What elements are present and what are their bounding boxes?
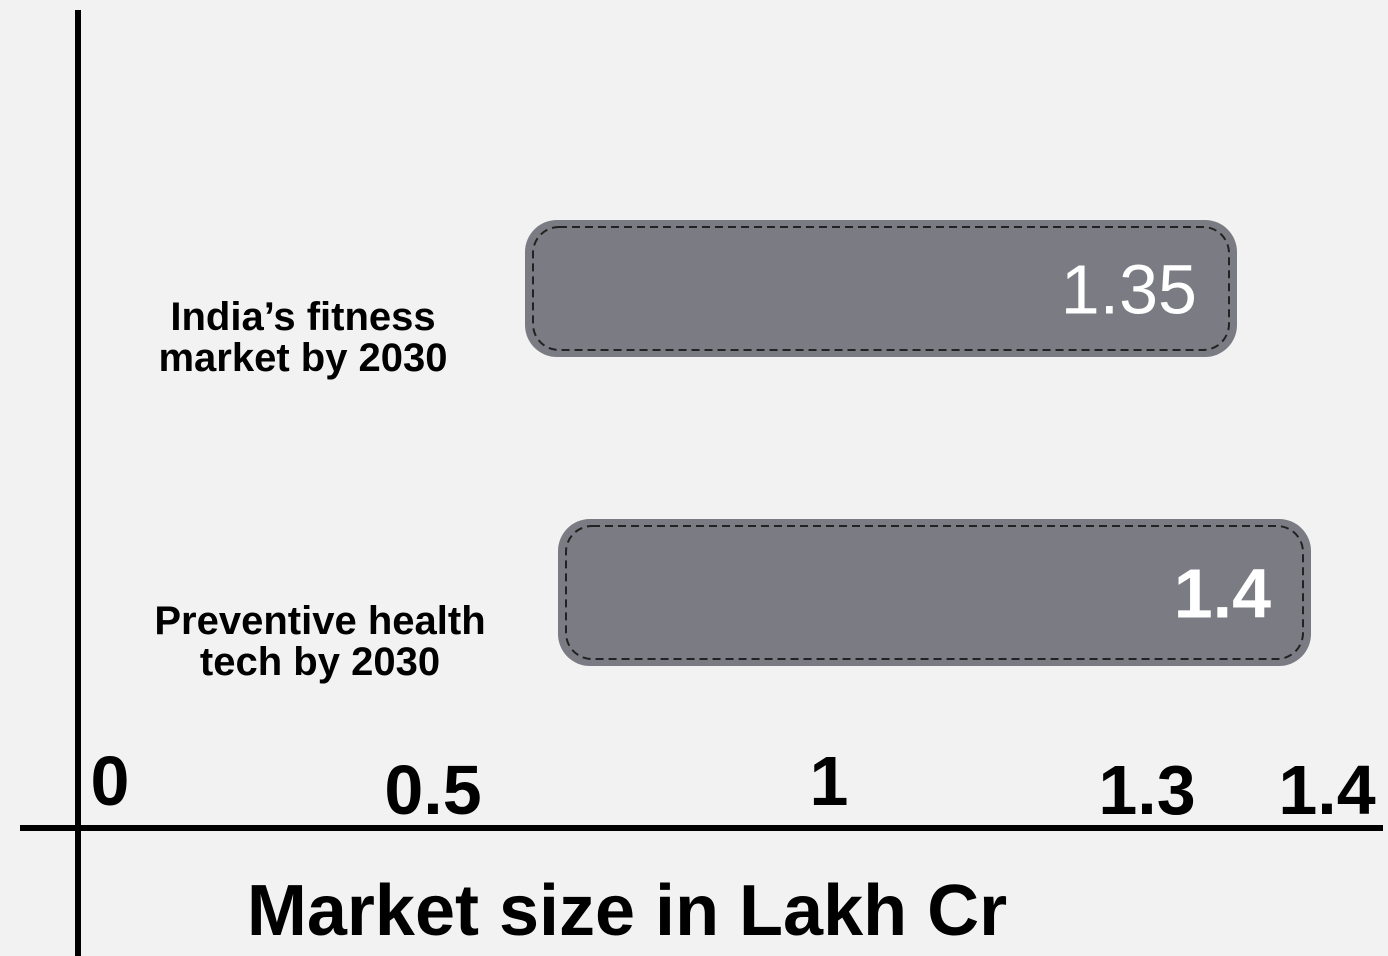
x-axis-title: Market size in Lakh Cr — [247, 871, 1007, 951]
x-tick-label: 1.3 — [1098, 751, 1195, 829]
x-tick-label: 1.4 — [1278, 751, 1375, 829]
bar-dash — [532, 226, 1230, 351]
category-label: India’s fitness market by 2030 — [158, 294, 448, 380]
category-label: Preventive health tech by 2030 — [154, 598, 486, 684]
value-label: 1.35 — [1061, 251, 1197, 329]
x-tick-label: 0 — [91, 742, 130, 820]
bar-dash — [565, 525, 1304, 660]
bar — [558, 519, 1311, 666]
value-label: 1.4 — [1174, 555, 1271, 633]
x-tick-label: 1 — [810, 742, 849, 820]
x-tick-label: 0.5 — [384, 751, 481, 829]
bar — [525, 220, 1237, 357]
